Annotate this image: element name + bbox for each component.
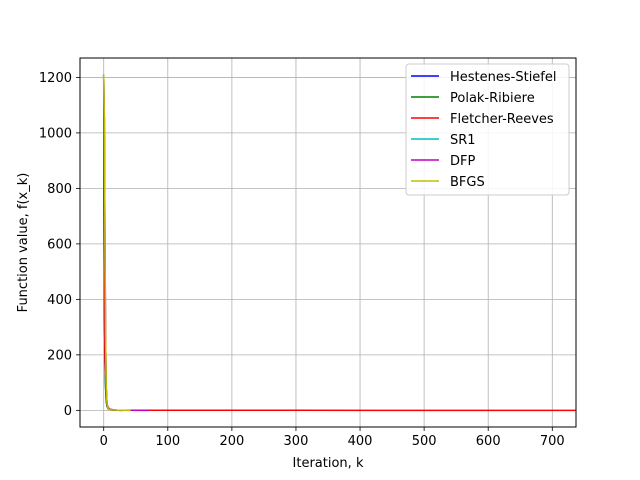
legend: Hestenes-Stiefel Polak-Ribiere Fletcher-Re… [405,63,570,196]
y-tick-label: 1200 [39,71,72,86]
legend-label: Hestenes-Stiefel [450,70,557,85]
series-lines [102,74,576,412]
legend-box [405,63,570,196]
y-tick-label: 200 [47,348,72,363]
y-tick-label: 1000 [39,126,72,141]
y-tick-label: 400 [47,293,72,308]
y-tick-label: 0 [64,404,72,419]
x-tick-label: 600 [476,434,501,449]
legend-label: SR1 [450,133,476,148]
y-tick-label: 800 [47,182,72,197]
x-tick-label: 100 [155,434,180,449]
y-tick-label: 600 [47,237,72,252]
legend-label: Fletcher-Reeves [450,112,554,127]
x-tick-label: 0 [100,434,108,449]
legend-label: DFP [450,154,475,169]
series-line-bfgs [102,74,131,412]
x-axis-label: Iteration, k [293,456,364,471]
x-tick-label: 400 [348,434,373,449]
axis-ticks: 0 100 200 300 400 500 600 700 0 200 400 600 800 1000 1… [39,71,565,449]
plot-frame [79,57,577,428]
y-axis-label: Function value, f(x_k) [16,173,31,313]
x-tick-label: 500 [412,434,437,449]
legend-label: Polak-Ribiere [450,91,535,106]
x-tick-label: 200 [219,434,244,449]
legend-label: BFGS [450,175,485,190]
x-tick-label: 700 [540,434,565,449]
x-tick-label: 300 [284,434,309,449]
